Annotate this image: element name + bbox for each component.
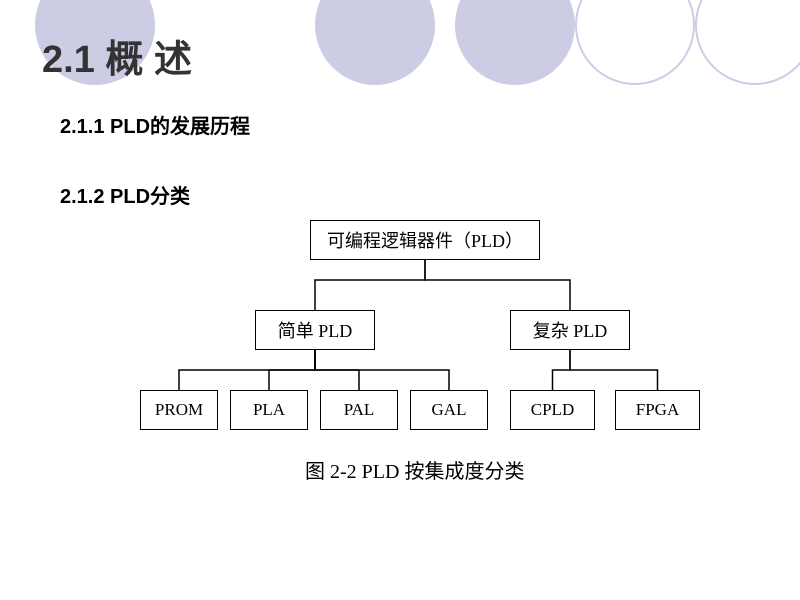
decorative-circle <box>695 0 800 85</box>
tree-node-root: 可编程逻辑器件（PLD） <box>310 220 540 260</box>
decorative-circle <box>315 0 435 85</box>
tree-node-pla: PLA <box>230 390 308 430</box>
tree-node-pal: PAL <box>320 390 398 430</box>
diagram-caption: 图 2-2 PLD 按集成度分类 <box>305 455 524 484</box>
tree-node-cpld: CPLD <box>510 390 595 430</box>
subtitle-2: 2.1.2 PLD分类 <box>60 180 190 209</box>
page-title: 2.1 概 述 <box>42 28 192 83</box>
tree-node-complex: 复杂 PLD <box>510 310 630 350</box>
tree-node-fpga: FPGA <box>615 390 700 430</box>
tree-node-gal: GAL <box>410 390 488 430</box>
tree-node-prom: PROM <box>140 390 218 430</box>
decorative-circle <box>575 0 695 85</box>
tree-node-simple: 简单 PLD <box>255 310 375 350</box>
pld-tree-diagram: 图 2-2 PLD 按集成度分类 可编程逻辑器件（PLD）简单 PLD复杂 PL… <box>140 220 700 480</box>
subtitle-1: 2.1.1 PLD的发展历程 <box>60 110 250 139</box>
decorative-circle <box>455 0 575 85</box>
